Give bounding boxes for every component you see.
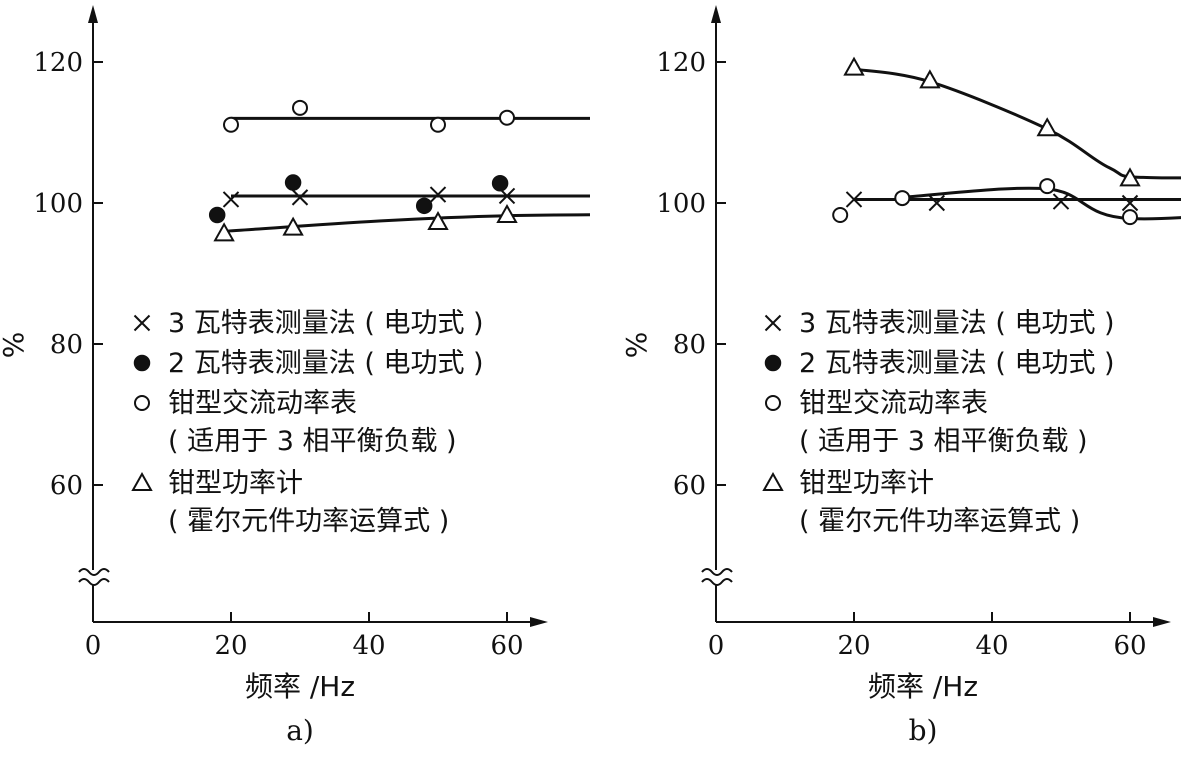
legend-label: ( 适用于 3 相平衡负载 ) [799,426,1088,457]
data-point-filled-circle [208,206,226,224]
data-point-triangle [427,210,449,231]
axis-break-mark [78,578,110,586]
legend-label: ( 霍尔元件功率运算式 ) [799,506,1080,537]
legend-label: 3 瓦特表测量法 ( 电功式 ) [799,308,1115,339]
legend-label: 3 瓦特表测量法 ( 电功式 ) [168,308,484,339]
data-point-open-circle [1039,178,1056,195]
data-point-cross [291,189,309,206]
x-tick-label: 40 [352,631,385,661]
x-tick-label: 20 [837,631,870,661]
axis-break-mark [701,578,733,586]
legend-label: 2 瓦特表测量法 ( 电功式 ) [799,348,1115,379]
data-point-cross [429,186,447,203]
panel-label: a) [286,714,314,747]
legend-marker-open-circle [765,395,781,411]
y-axis-label: % [0,332,30,359]
data-points [208,99,518,242]
x-axis-arrow [530,617,548,627]
y-axis-arrow [711,5,721,23]
legend-marker-triangle [131,471,153,491]
legend-label: 钳型功率计 [168,468,303,499]
y-tick-label: 60 [50,471,83,501]
y-tick-label: 80 [50,330,83,360]
y-tick-label: 80 [673,330,706,360]
data-point-triangle [213,222,235,242]
x-tick-label: 60 [490,631,523,661]
fit-line [853,67,1181,180]
data-point-cross [222,191,240,208]
data-point-open-circle [1122,209,1138,226]
fit-lines [853,67,1181,221]
x-tick-label: 0 [708,631,725,661]
x-tick-label: 60 [1113,631,1146,661]
data-point-triangle [496,203,518,223]
y-tick-label: 100 [656,189,706,219]
axes: 6080100120020406080100120 [656,5,1171,661]
data-point-filled-circle [284,174,302,191]
legend-label: 2 瓦特表测量法 ( 电功式 ) [168,348,484,379]
x-tick-label: 0 [85,631,102,661]
y-axis-label: % [620,332,653,359]
legend-label: 钳型交流动率表 [799,388,988,419]
data-point-open-circle [832,206,849,223]
legend-marker-cross [133,314,151,332]
y-tick-label: 100 [33,189,83,219]
fit-line [902,186,1181,221]
data-point-open-circle [499,109,515,126]
data-point-open-circle [430,116,446,133]
data-point-cross [928,194,946,212]
data-point-triangle [843,56,865,76]
legend-label: ( 适用于 3 相平衡负载 ) [168,426,457,457]
data-point-triangle [919,69,941,89]
data-point-open-circle [894,190,911,207]
data-point-open-circle [292,99,308,116]
legend-label: 钳型交流动率表 [168,388,357,419]
data-point-cross [1052,193,1070,210]
y-tick-label: 60 [673,471,706,501]
panel-label: b) [909,714,938,747]
fit-lines [224,116,590,233]
legend-marker-filled-circle [764,354,782,372]
data-point-filled-circle [491,175,509,192]
x-tick-label: 20 [214,631,247,661]
x-axis-label: 频率 /Hz [245,670,355,703]
legend-marker-filled-circle [133,354,151,372]
data-point-cross [1121,194,1139,212]
data-point-triangle [1119,167,1141,187]
legend-marker-open-circle [134,395,150,411]
x-tick-label: 40 [975,631,1008,661]
legend-marker-cross [764,314,782,332]
chart-a: 6080100120020406080100120%频率 /Hza)3 瓦特表测… [0,5,590,747]
data-point-open-circle [223,116,239,133]
axis-break-mark [78,568,110,576]
y-tick-label: 120 [33,48,83,78]
y-axis-arrow [88,5,98,23]
chart-b: 6080100120020406080100120%频率 /Hzb)3 瓦特表测… [620,5,1181,747]
legend: 3 瓦特表测量法 ( 电功式 ) 2 瓦特表测量法 ( 电功式 ) 钳型交流动率表 (… [131,308,484,537]
y-tick-label: 120 [656,48,706,78]
data-point-triangle [282,216,304,236]
data-point-triangle [1036,117,1058,137]
x-axis-label: 频率 /Hz [868,670,978,703]
data-point-cross [845,191,863,208]
data-point-filled-circle [415,197,433,215]
axes: 6080100120020406080100120 [33,5,548,661]
axis-break-mark [701,568,733,576]
legend-marker-triangle [762,471,784,491]
x-axis-arrow [1153,617,1171,627]
data-points [832,56,1141,226]
legend-label: ( 霍尔元件功率运算式 ) [168,506,449,537]
fit-line [224,213,590,233]
legend: 3 瓦特表测量法 ( 电功式 ) 2 瓦特表测量法 ( 电功式 ) 钳型交流动率表 (… [762,308,1115,537]
legend-label: 钳型功率计 [799,468,934,499]
